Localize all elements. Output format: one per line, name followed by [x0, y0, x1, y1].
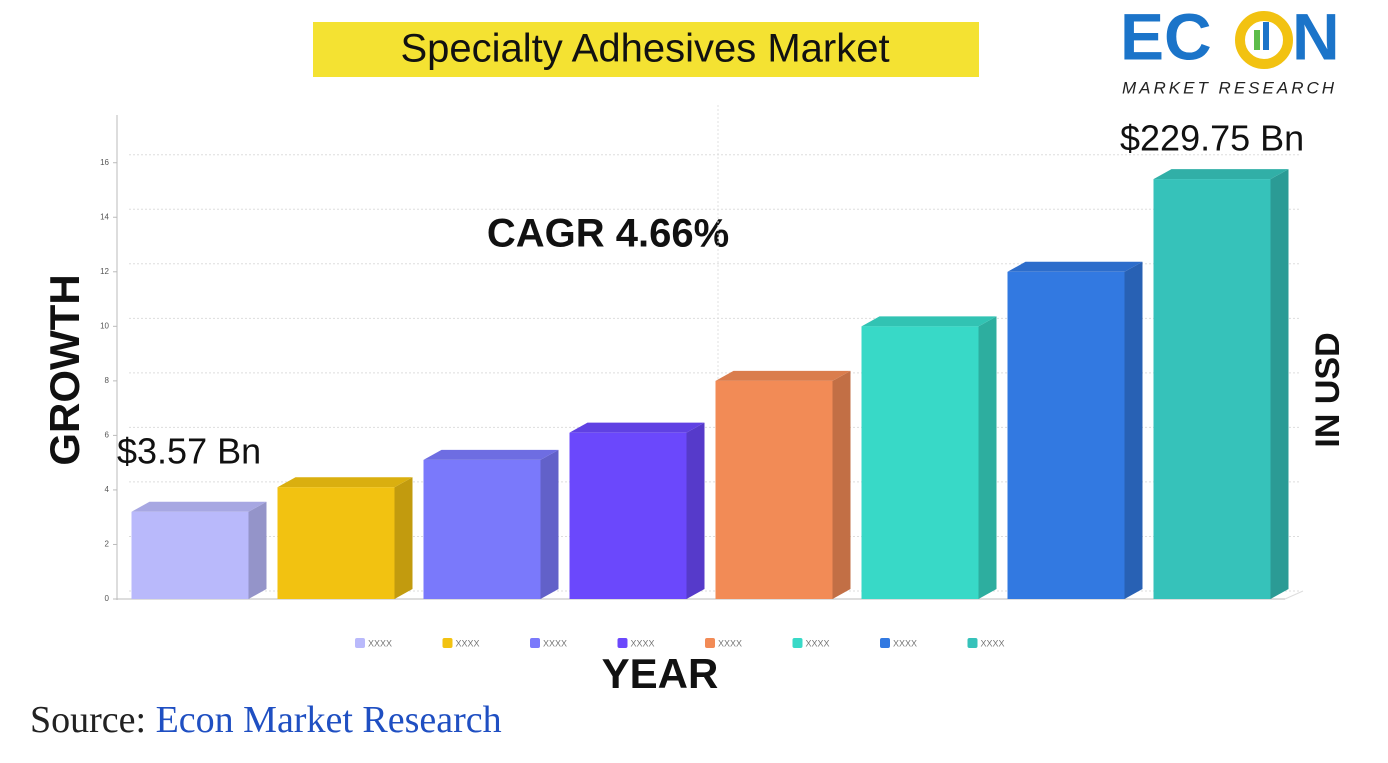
y-axis-label: GROWTH: [41, 274, 88, 465]
annotation: CAGR 4.66%: [487, 212, 729, 256]
legend-label: XXXX: [631, 638, 655, 648]
y-tick-label: 10: [100, 321, 109, 330]
legend-swatch: [355, 638, 365, 648]
bar-side: [1270, 169, 1289, 600]
legend-swatch: [617, 638, 628, 648]
legend-swatch: [705, 638, 715, 648]
bar: [277, 487, 395, 599]
logo-icon: [1235, 11, 1293, 69]
bar: [569, 432, 687, 599]
source-prefix: Source:: [30, 699, 146, 741]
bar-top: [861, 316, 997, 327]
bar-top: [1007, 261, 1143, 272]
bar-side: [248, 501, 267, 599]
logo-icon: [1254, 30, 1260, 50]
bar: [861, 326, 979, 599]
bar-top: [423, 449, 559, 460]
bar: [1007, 271, 1125, 599]
legend-label: XXXX: [806, 638, 830, 648]
source: Source: Econ Market Research: [30, 699, 502, 741]
legend-swatch: [442, 638, 453, 648]
y-tick-label: 6: [105, 431, 110, 440]
logo-icon: [1263, 22, 1269, 50]
y-tick-label: 2: [105, 540, 110, 549]
y-tick-label: 14: [100, 212, 109, 221]
x-axis-label: YEAR: [602, 650, 719, 697]
logo-tagline: MARKET RESEARCH: [1122, 78, 1337, 97]
bar-top: [715, 370, 851, 381]
bar-top: [131, 501, 267, 512]
logo-right: N: [1292, 0, 1340, 73]
bar-side: [394, 477, 413, 599]
legend-label: XXXX: [456, 638, 480, 648]
bar: [715, 380, 833, 599]
bar-side: [1124, 261, 1143, 599]
legend-label: XXXX: [893, 638, 917, 648]
bar-top: [1153, 169, 1289, 180]
logo-left: EC: [1120, 0, 1212, 73]
bar: [1153, 179, 1271, 600]
legend-swatch: [880, 638, 890, 648]
bar-top: [277, 477, 413, 488]
y-tick-label: 16: [100, 158, 109, 167]
x-axis-depth: [1284, 590, 1304, 600]
bar-side: [832, 370, 851, 599]
legend-label: XXXX: [543, 638, 567, 648]
annotation: $229.75 Bn: [1120, 118, 1304, 159]
y-tick-label: 8: [105, 376, 110, 385]
title-highlight: [313, 22, 979, 77]
legend-label: XXXX: [368, 638, 392, 648]
source-name: Econ Market Research: [156, 699, 502, 741]
logo: EC N MARKET RESEARCH: [1120, 0, 1340, 97]
chart-title: Specialty Adhesives Market: [400, 27, 889, 71]
bar-side: [540, 449, 559, 599]
legend-swatch: [792, 638, 803, 648]
bar: [131, 511, 249, 599]
legend-label: XXXX: [718, 638, 742, 648]
y-tick-label: 4: [105, 485, 110, 494]
y-tick-label: 12: [100, 267, 109, 276]
y2-axis-label: IN USD: [1309, 332, 1347, 447]
y-tick-label: 0: [105, 594, 110, 603]
annotation: $3.57 Bn: [117, 431, 261, 472]
legend-swatch: [530, 638, 540, 648]
bar: [423, 459, 541, 599]
legend-label: XXXX: [981, 638, 1005, 648]
bar-top: [569, 422, 705, 433]
bar-side: [686, 422, 705, 599]
legend-swatch: [967, 638, 978, 648]
bar-side: [978, 316, 997, 599]
